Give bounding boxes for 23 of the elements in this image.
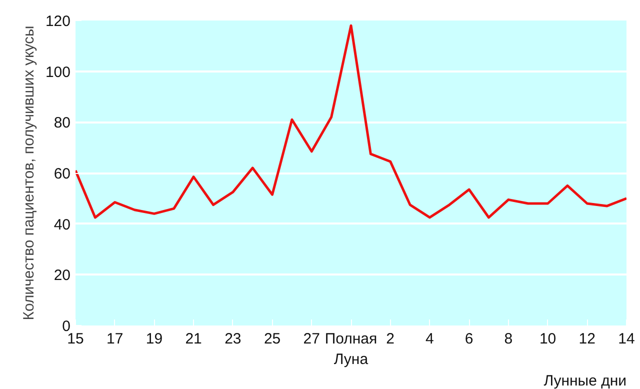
y-tick-label: 60 <box>54 166 71 182</box>
x-tick-label: 17 <box>106 330 124 348</box>
x-tick-label: Полная Луна <box>324 330 378 368</box>
y-tick-label: 120 <box>45 13 71 30</box>
y-axis-title: Количество пациентов, получивших укусы <box>20 26 38 320</box>
x-tick-label: 8 <box>504 330 513 348</box>
x-tick-label: 27 <box>303 330 320 348</box>
y-tick-label: 100 <box>45 64 71 81</box>
x-tick-label: 6 <box>464 330 474 348</box>
y-tick-label: 20 <box>54 267 71 284</box>
x-tick-label: 14 <box>618 330 635 348</box>
x-tick-label: 23 <box>224 330 242 348</box>
x-axis-title: Лунные дни <box>544 372 627 389</box>
y-tick-label: 40 <box>54 216 71 234</box>
x-tick-label: 12 <box>578 330 596 348</box>
x-tick-label: 10 <box>539 330 556 348</box>
x-tick-label: 19 <box>146 330 163 348</box>
x-tick-label: 4 <box>426 330 434 348</box>
line-series <box>76 24 626 219</box>
x-tick-label: 25 <box>264 330 281 348</box>
x-tick-label: 21 <box>185 330 202 348</box>
x-tick-label: 2 <box>386 330 395 348</box>
y-tick-label: 80 <box>54 114 71 132</box>
